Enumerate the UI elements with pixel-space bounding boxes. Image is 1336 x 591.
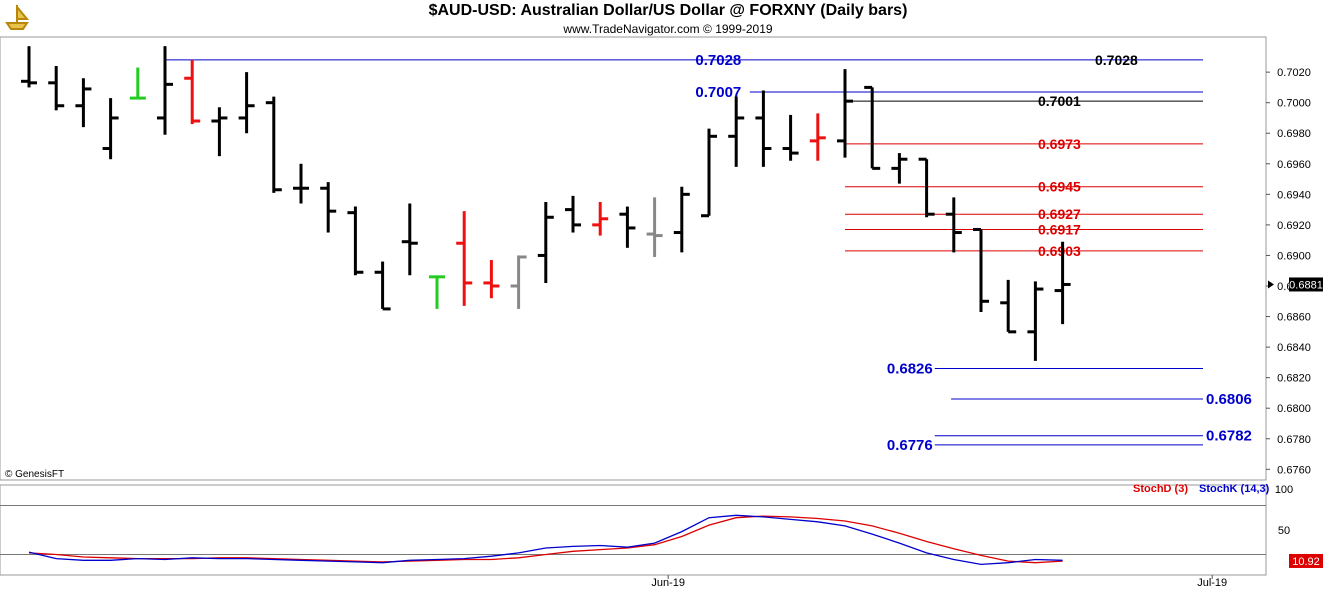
ohlc-bar [157, 46, 173, 135]
price-tick-label: 0.6980 [1277, 128, 1311, 140]
last-price-arrow [1268, 280, 1274, 289]
price-panel-border [0, 36, 1267, 481]
ohlc-bar [864, 85, 881, 170]
price-axis: 0.7020 0.7000 0.6980 0.6960 0.6940 0.6920 0.69… [1266, 67, 1323, 476]
last-price-label: 0.6881 [1289, 279, 1323, 291]
date-axis: Jun-19 Jul-19 [651, 575, 1227, 589]
level-label: 0.6903 [1038, 243, 1081, 259]
ohlc-bar [701, 128, 717, 218]
ship-logo [5, 4, 30, 30]
date-tick-label: Jun-19 [651, 577, 685, 589]
stochastic-panel: 100 50 10.92 [0, 484, 1323, 568]
ohlc-bar [429, 275, 445, 309]
level-label: 0.7028 [695, 52, 741, 69]
stoch-panel-border [0, 484, 1267, 576]
ohlc-bar [945, 197, 962, 253]
ohlc-bar [918, 157, 935, 218]
legend-stoch-d: StochD (3) [1133, 483, 1188, 495]
ohlc-bar [1000, 279, 1017, 334]
legend-stoch-k: StochK (14,3) [1199, 483, 1270, 495]
price-tick-label: 0.7000 [1277, 98, 1311, 110]
level-label: 0.6917 [1038, 221, 1081, 237]
stoch-last-label: 10.92 [1292, 556, 1320, 568]
stoch-d-line [28, 515, 1063, 564]
price-tick-label: 0.6800 [1277, 403, 1311, 415]
price-tick-label: 0.6860 [1277, 312, 1311, 324]
stoch-last-box [1289, 553, 1323, 568]
ohlc-bar [837, 69, 853, 158]
price-tick-label: 0.6760 [1277, 464, 1311, 476]
ohlc-bar [592, 201, 609, 236]
ohlc-bar [891, 153, 908, 184]
price-tick-label: 0.7020 [1277, 67, 1311, 79]
chart-subtitle: www.TradeNavigator.com © 1999-2019 [563, 22, 773, 36]
date-tick-label: Jul-19 [1197, 577, 1227, 589]
level-label: 0.7001 [1038, 93, 1081, 109]
ohlc-bar [374, 261, 391, 311]
stoch-k-line [28, 514, 1063, 566]
ohlc-bar [1054, 241, 1071, 325]
level-label: 0.6945 [1038, 179, 1081, 195]
ohlc-bar [293, 163, 309, 204]
chart-title: $AUD-USD: Australian Dollar/US Dollar @ … [428, 2, 908, 19]
ohlc-bar [646, 197, 663, 257]
last-price-box [1289, 277, 1323, 292]
level-label: 0.7007 [695, 84, 741, 101]
chart-frame [0, 36, 1267, 576]
ohlc-bar [347, 206, 364, 276]
ohlc-bar [1027, 281, 1044, 361]
price-tick-label: 0.6840 [1277, 342, 1311, 354]
ohlc-bar [238, 72, 255, 134]
price-levels: 0.7028 0.7028 0.7007 0.7001 0.6973 0.6945 0.69… [165, 52, 1252, 454]
ohlc-bar [184, 59, 201, 125]
ohlc-bar [809, 113, 826, 161]
ohlc-bar [401, 203, 418, 276]
ohlc-bar [129, 67, 146, 100]
ohlc-bar [102, 98, 119, 160]
ohlc-bar [510, 255, 527, 309]
level-label: 0.6927 [1038, 206, 1081, 222]
ohlc-bar [619, 206, 636, 248]
ohlc-bar [673, 186, 690, 253]
price-tick-label: 0.6960 [1277, 159, 1311, 171]
price-bars [21, 46, 1071, 361]
price-tick-label: 0.6940 [1277, 189, 1311, 201]
ohlc-bar [755, 90, 772, 167]
price-tick-label: 0.6820 [1277, 373, 1311, 385]
ohlc-bar [483, 260, 500, 299]
ohlc-bar [565, 195, 581, 233]
ohlc-bar [728, 96, 745, 167]
copyright-note: © GenesisFT [5, 469, 65, 480]
ohlc-bar [21, 46, 37, 88]
level-label: 0.6826 [887, 360, 933, 377]
ohlc-bar [973, 227, 989, 312]
ohlc-bar [456, 211, 473, 306]
price-tick-label: 0.6780 [1277, 434, 1311, 446]
ohlc-bar [265, 96, 282, 193]
level-label-right: 0.7028 [1095, 52, 1138, 68]
ohlc-bar [211, 107, 228, 157]
ohlc-bar [75, 78, 92, 128]
ohlc-bar [320, 182, 337, 233]
price-tick-label: 0.6900 [1277, 250, 1311, 262]
level-label: 0.6776 [887, 437, 933, 454]
ohlc-bar [782, 114, 799, 161]
level-label: 0.6973 [1038, 136, 1081, 152]
stoch-tick-label: 100 [1275, 484, 1293, 496]
price-tick-label: 0.6920 [1277, 220, 1311, 232]
level-label: 0.6806 [1206, 391, 1252, 408]
stoch-tick-label: 50 [1278, 525, 1290, 537]
level-label: 0.6782 [1206, 428, 1252, 445]
ohlc-bar [537, 201, 554, 283]
ohlc-bar [48, 66, 65, 111]
